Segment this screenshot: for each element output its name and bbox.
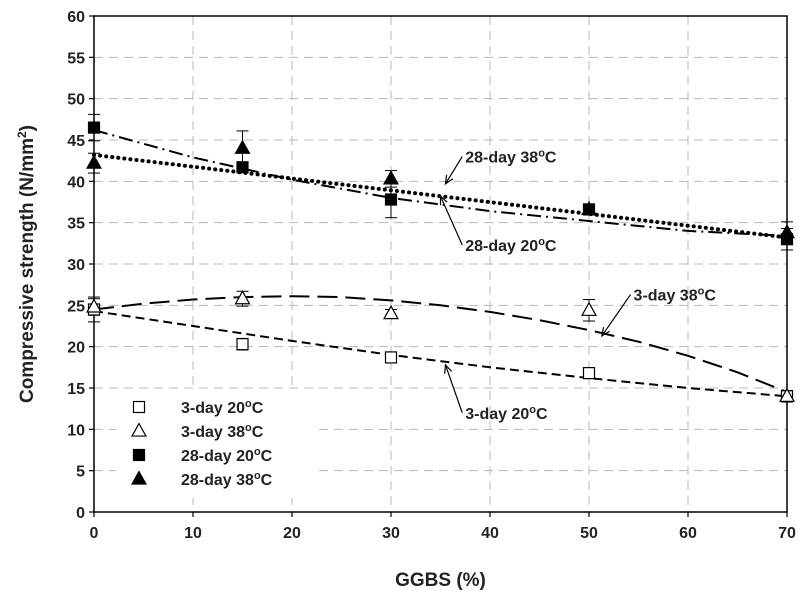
annotation-arrow-d3_20 xyxy=(444,364,463,413)
y-tick-label: 5 xyxy=(76,464,85,481)
annotation-arrowhead-d28_38 xyxy=(444,174,454,186)
marker-d3_38 xyxy=(383,304,399,320)
trendlines xyxy=(92,129,789,398)
y-axis-title-close: ) xyxy=(17,125,38,131)
y-tick-label: 35 xyxy=(67,216,85,233)
marker-d3_20 xyxy=(236,338,249,351)
legend-background xyxy=(116,390,316,498)
marker-d3_20 xyxy=(582,367,596,380)
legend-label-d28_20: 28-day 20oC xyxy=(181,446,273,465)
marker-d3_38 xyxy=(779,387,795,402)
trendline-d3_20 xyxy=(93,310,788,398)
annotations: 28-day 38oC 28-day 20oC 3-day 38oC 3-day 20… xyxy=(439,148,717,423)
trendline-d3_38 xyxy=(93,295,788,394)
legend-marker-d28_20 xyxy=(132,448,146,462)
y-tick-label: 60 xyxy=(67,9,85,26)
x-tick-label: 10 xyxy=(184,525,202,542)
legend-marker-d3_20 xyxy=(132,400,146,414)
y-tick-label: 20 xyxy=(67,340,85,357)
marker-d28_38 xyxy=(383,170,399,185)
y-tick-label: 15 xyxy=(67,381,85,398)
annotation-arrow-d28_20 xyxy=(439,195,463,246)
y-tick-label: 55 xyxy=(67,50,85,67)
marker-d28_38 xyxy=(234,139,251,154)
annotation-arrowhead-d3_20 xyxy=(444,363,453,374)
legend-label-d3_38: 3-day 38oC xyxy=(181,422,264,441)
marker-d28_20 xyxy=(384,193,398,206)
y-tick-label: 40 xyxy=(67,174,85,191)
marker-d28_38 xyxy=(779,223,795,239)
annotation-arrow-d28_38 xyxy=(444,156,463,185)
annotation-arrowhead-d3_38 xyxy=(601,326,610,338)
x-tick-label: 20 xyxy=(283,525,301,542)
marker-d3_20 xyxy=(384,351,398,364)
trendline-d28_20 xyxy=(93,129,788,237)
annotation-d28_20: 28-day 20oC xyxy=(465,236,557,255)
data-markers xyxy=(86,121,795,403)
y-axis-title-main: Compressive strength (N/mm xyxy=(17,138,38,403)
marker-d28_20 xyxy=(87,121,101,134)
annotation-arrowhead-d28_20 xyxy=(439,194,448,206)
annotation-d3_38: 3-day 38oC xyxy=(634,286,717,305)
legend-label-d3_20: 3-day 20oC xyxy=(181,398,264,417)
marker-d28_38 xyxy=(86,154,102,169)
grid xyxy=(94,16,787,512)
marker-d28_38 xyxy=(581,200,597,216)
y-axis-title-sup: 2 xyxy=(15,131,29,138)
marker-d3_38 xyxy=(234,290,251,305)
y-tick-label: 50 xyxy=(67,92,85,109)
x-tick-label: 30 xyxy=(382,525,400,542)
annotation-arrow-d3_38 xyxy=(601,294,632,337)
y-tick-label: 45 xyxy=(67,133,85,150)
x-tick-label: 50 xyxy=(580,525,598,542)
axis-ticks: 0 10 20 30 40 50 60 70 0 5 10 15 20 25 30 35 40 45 50 55 60 xyxy=(67,9,796,542)
y-tick-label: 30 xyxy=(67,257,85,274)
y-tick-label: 10 xyxy=(67,422,85,439)
legend-marker-d3_38 xyxy=(131,422,147,437)
marker-d3_38 xyxy=(581,301,597,316)
x-tick-label: 40 xyxy=(481,525,499,542)
y-tick-label: 25 xyxy=(67,298,85,315)
error-bars xyxy=(88,113,793,403)
legend-marker-d28_38 xyxy=(131,470,147,485)
legend-label-d28_38: 28-day 38oC xyxy=(181,470,273,489)
x-axis-title: GGBS (%) xyxy=(395,570,486,591)
x-tick-label: 70 xyxy=(778,525,796,542)
annotation-d3_20: 3-day 20oC xyxy=(465,404,548,423)
y-tick-label: 0 xyxy=(76,505,85,522)
annotation-d28_38: 28-day 38oC xyxy=(465,148,557,167)
marker-d3_38 xyxy=(86,298,102,313)
y-axis-title: Compressive strength (N/mm2) xyxy=(15,125,38,403)
legend: 3-day 20oC 3-day 38oC 28-day 20oC 28-day 38… xyxy=(116,390,316,498)
x-tick-label: 60 xyxy=(679,525,697,542)
marker-d28_20 xyxy=(236,161,249,174)
x-tick-label: 0 xyxy=(90,525,99,542)
